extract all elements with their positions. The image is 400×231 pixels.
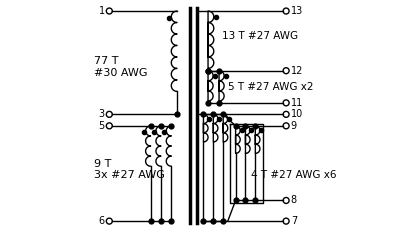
Text: 4 T #27 AWG x6: 4 T #27 AWG x6	[250, 170, 336, 180]
Text: 6: 6	[98, 216, 105, 226]
Text: 9: 9	[291, 121, 297, 131]
Text: 9 T
3x #27 AWG: 9 T 3x #27 AWG	[94, 159, 165, 180]
Text: 77 T
#30 AWG: 77 T #30 AWG	[94, 57, 148, 78]
Text: 5 T #27 AWG x2: 5 T #27 AWG x2	[228, 82, 313, 92]
Text: 8: 8	[291, 195, 297, 205]
Text: 5: 5	[98, 121, 105, 131]
Text: 13: 13	[291, 6, 303, 16]
Text: 3: 3	[98, 109, 105, 119]
Text: 10: 10	[291, 109, 303, 119]
Text: 1: 1	[98, 6, 105, 16]
Text: 7: 7	[291, 216, 297, 226]
Text: 12: 12	[291, 66, 303, 76]
Text: 13 T #27 AWG: 13 T #27 AWG	[222, 31, 298, 41]
Text: 11: 11	[291, 98, 303, 108]
